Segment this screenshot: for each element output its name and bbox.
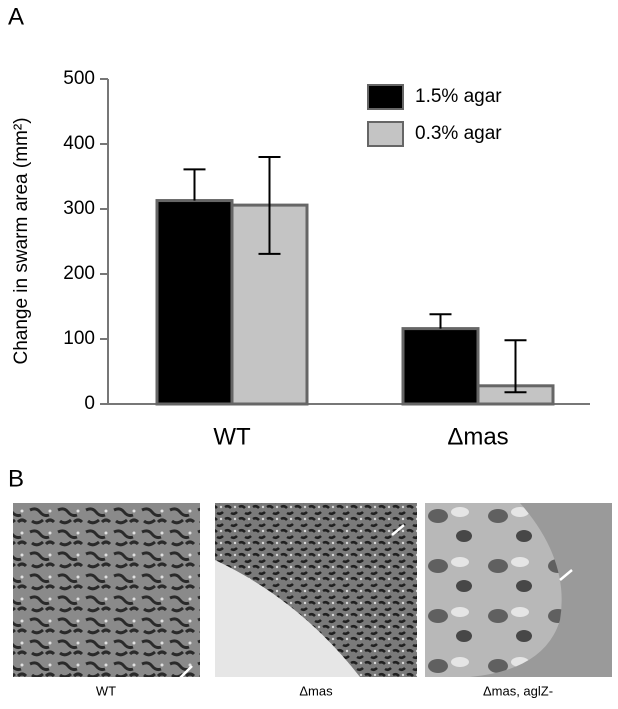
y-tick-label: 100 — [63, 328, 95, 349]
x-tick-label: WT — [213, 423, 251, 450]
panel-label: B — [8, 465, 24, 492]
legend-swatch — [367, 84, 404, 110]
micrograph-region — [425, 503, 562, 677]
panel-label: A — [8, 3, 24, 30]
y-tick-label: 0 — [84, 393, 95, 414]
image-caption: Δmas — [299, 683, 333, 698]
y-tick-label: 500 — [63, 68, 95, 89]
legend-label: 0.3% agar — [415, 123, 502, 144]
image-caption: WT — [96, 683, 116, 698]
y-tick-label: 400 — [63, 133, 95, 154]
y-tick-label: 300 — [63, 198, 95, 219]
bar — [155, 199, 234, 406]
legend-swatch — [367, 121, 404, 147]
micrograph — [13, 503, 200, 677]
legend-label: 1.5% agar — [415, 86, 502, 107]
x-tick-label: Δmas — [447, 423, 508, 450]
y-axis-label: Change in swarm area (mm²) — [11, 117, 32, 364]
bar — [401, 327, 480, 406]
micrograph-region — [215, 560, 360, 677]
y-tick-label: 200 — [63, 263, 95, 284]
image-caption: Δmas, aglZ- — [483, 683, 553, 698]
arrow — [179, 524, 573, 679]
